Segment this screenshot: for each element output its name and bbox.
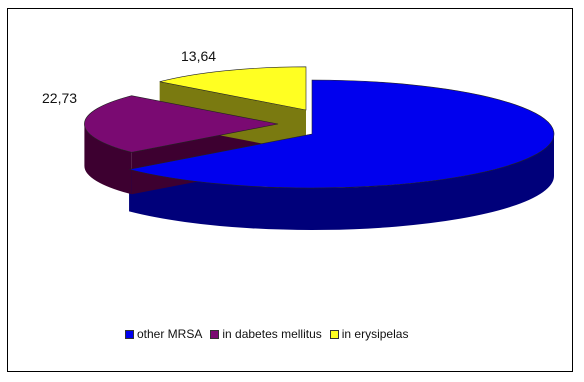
legend-label-other-mrsa: other MRSA (137, 327, 203, 341)
pie-slice-diabetes (84, 95, 279, 153)
pie-side-diabetes (84, 124, 132, 195)
legend-swatch-erysipelas (329, 329, 339, 339)
legend-swatch-other-mrsa (125, 329, 134, 339)
data-label-erysipelas: 13,64 (181, 48, 216, 64)
legend-label-erysipelas: in erysipelas (341, 327, 409, 341)
legend-swatch-diabetes (210, 329, 220, 339)
legend-item-diabetes: in dabetes mellitus (210, 327, 322, 341)
legend-item-other-mrsa: other MRSA (125, 327, 202, 341)
pie-slice-other-mrsa (129, 79, 555, 189)
pie-slice-erysipelas (159, 66, 307, 111)
pie-side-other-mrsa (129, 134, 554, 230)
legend-item-erysipelas: in erysipelas (329, 327, 409, 341)
legend-label-diabetes: in dabetes mellitus (222, 327, 322, 341)
data-label-diabetes: 22,73 (42, 90, 77, 106)
legend: other MRSA in dabetes mellitus in erysip… (125, 327, 408, 341)
